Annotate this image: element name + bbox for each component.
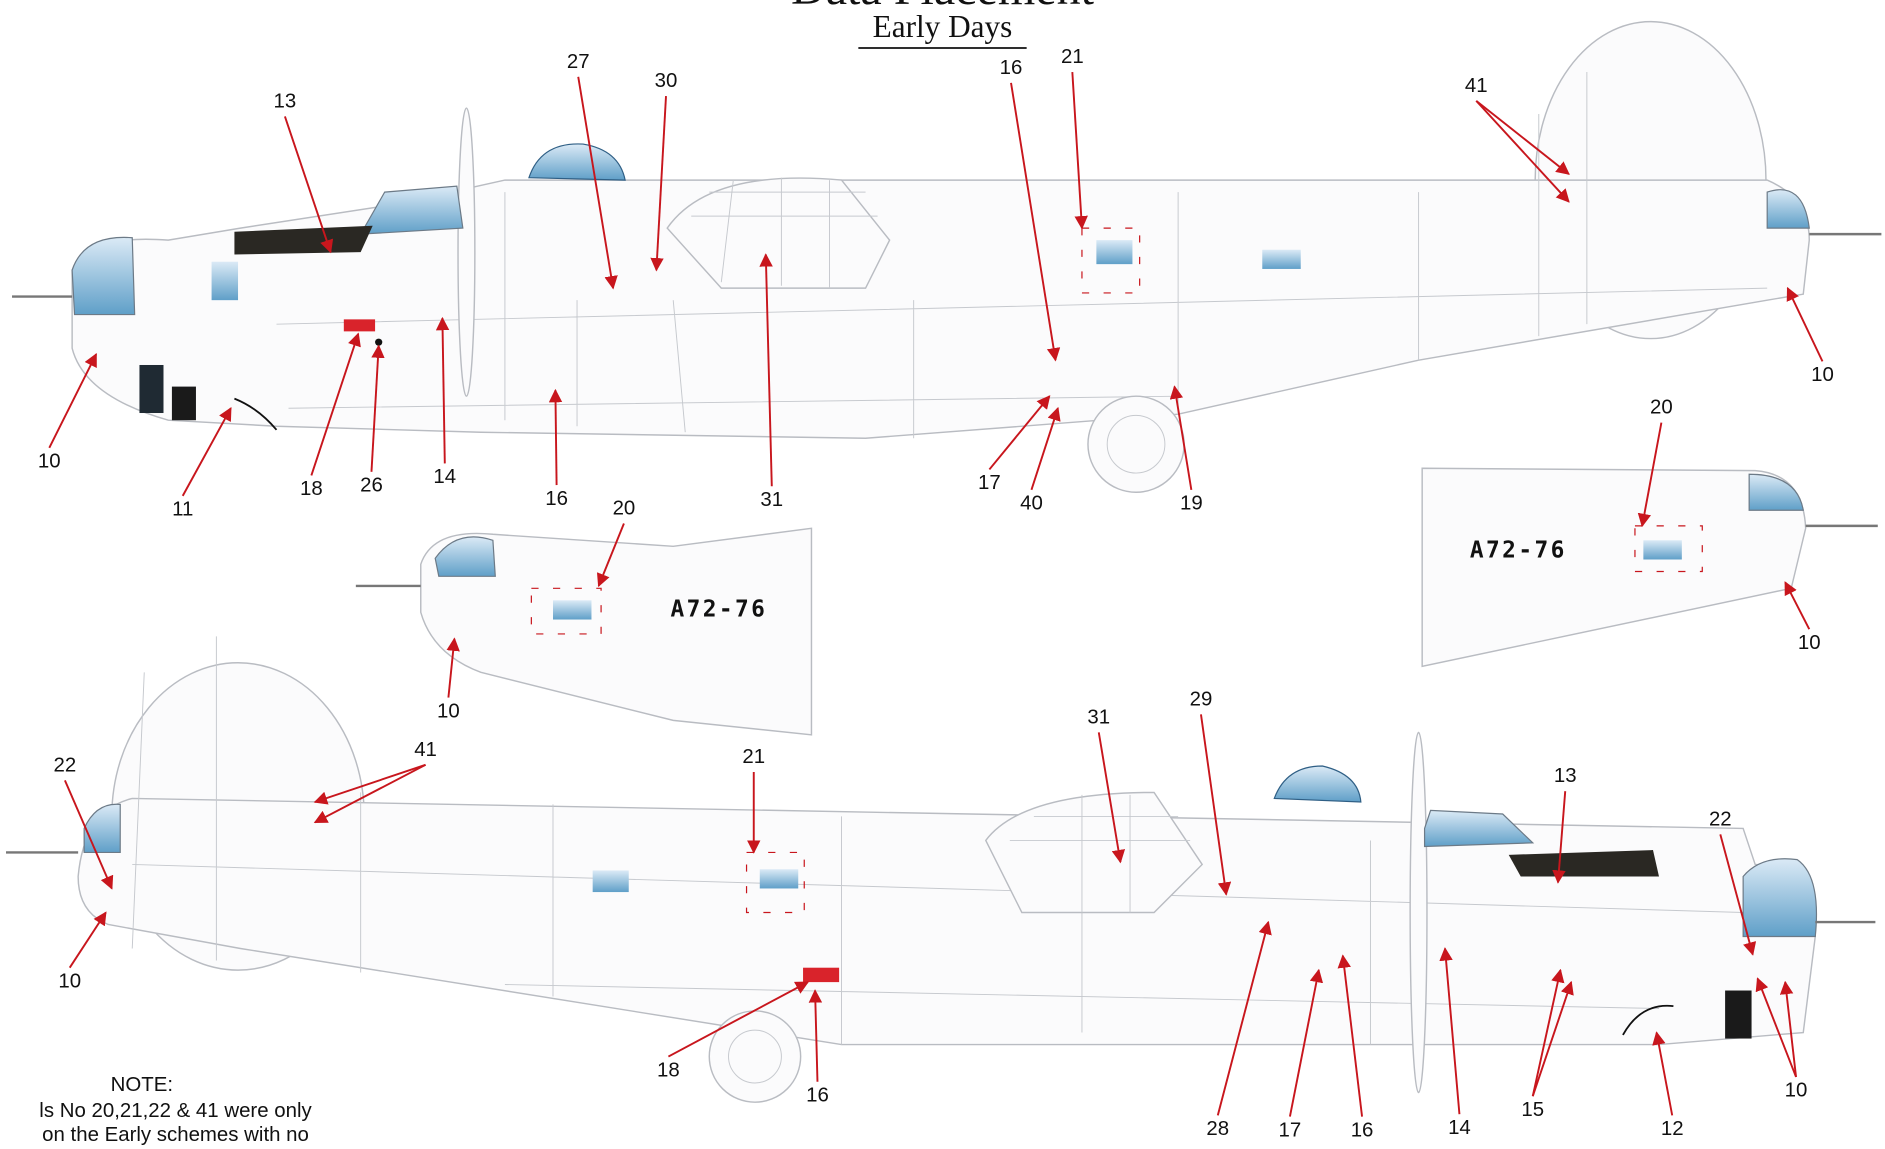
callout-number: 11 <box>172 499 193 521</box>
callout-number: 20 <box>613 497 636 519</box>
callout-number: 10 <box>437 700 460 722</box>
registration: A72-76 <box>670 596 767 622</box>
callout-number: 18 <box>657 1059 680 1081</box>
callout-number: 10 <box>1785 1080 1808 1102</box>
callout-number: 15 <box>1521 1099 1544 1121</box>
note-heading: NOTE: <box>111 1074 173 1096</box>
callout-number: 17 <box>978 472 1001 494</box>
callout-number: 31 <box>760 489 783 511</box>
callout-number: 26 <box>360 475 383 497</box>
callout-number: 31 <box>1087 706 1110 728</box>
callout-number: 12 <box>1661 1118 1684 1140</box>
callout-number: 16 <box>1351 1119 1374 1141</box>
callout-number: 21 <box>742 746 765 768</box>
callout-arrow <box>555 390 556 485</box>
callout-number: 20 <box>1650 397 1673 419</box>
sheet-subtitle: Early Days <box>873 9 1013 44</box>
callout-number: 21 <box>1061 46 1084 68</box>
callout-number: 18 <box>300 478 323 500</box>
decal-sheet: Data Placement Early Days A72-76 A72-76 … <box>0 0 1885 1149</box>
callout-number: 29 <box>1190 688 1213 710</box>
callout-number: 10 <box>38 451 61 473</box>
callout-number: 27 <box>567 51 590 73</box>
note-line: ls No 20,21,22 & 41 were only <box>39 1100 312 1122</box>
callout-number: 22 <box>54 754 77 776</box>
callout-number: 17 <box>1279 1119 1302 1141</box>
callout-number: 10 <box>58 971 81 993</box>
callout-number: 10 <box>1798 632 1821 654</box>
callout-number: 19 <box>1180 493 1203 515</box>
callout-number: 41 <box>1465 75 1488 97</box>
callout-number: 30 <box>655 70 678 92</box>
callout-number: 10 <box>1811 364 1834 386</box>
callout-number: 40 <box>1020 493 1043 515</box>
note-line: on the Early schemes with no <box>42 1124 309 1146</box>
callout-number: 16 <box>806 1085 829 1107</box>
registration: A72-76 <box>1470 538 1567 564</box>
callout-number: 28 <box>1206 1118 1229 1140</box>
callout-number: 14 <box>1448 1117 1471 1139</box>
callout-number: 16 <box>545 488 568 510</box>
callout-number: 41 <box>414 739 437 761</box>
callout-number: 16 <box>1000 57 1023 79</box>
callout-number: 14 <box>433 466 456 488</box>
callout-number: 13 <box>1554 765 1577 787</box>
callout-number: 13 <box>274 90 297 112</box>
callout-number: 22 <box>1709 808 1732 830</box>
